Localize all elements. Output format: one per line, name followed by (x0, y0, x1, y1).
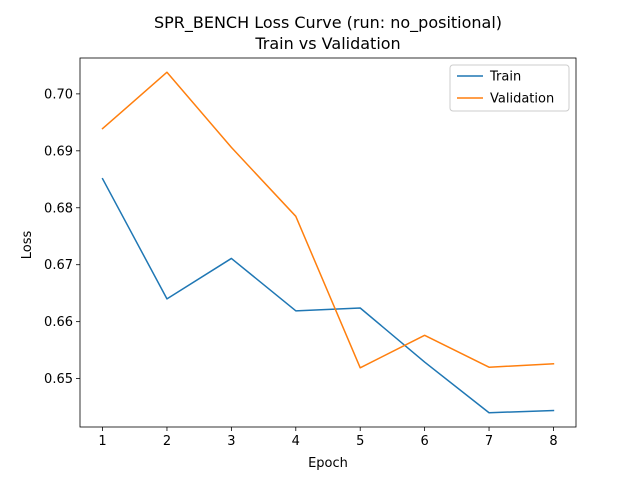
y-tick-label: 0.67 (44, 258, 73, 273)
x-tick-label: 1 (98, 434, 106, 449)
x-tick-label: 4 (292, 434, 300, 449)
x-tick-label: 8 (549, 434, 557, 449)
y-tick-label: 0.65 (44, 372, 73, 387)
axes-frame (79, 57, 577, 428)
y-axis-label: Loss (20, 231, 35, 260)
x-axis-label: Epoch (308, 456, 348, 471)
series-line-validation (101, 71, 555, 369)
y-tick-label: 0.69 (44, 144, 73, 159)
legend-label-validation: Validation (490, 92, 554, 107)
chart-title: SPR_BENCH Loss Curve (run: no_positional… (154, 13, 502, 33)
x-tick-label: 7 (485, 434, 493, 449)
y-tick-label: 0.66 (44, 315, 73, 330)
y-tick-label: 0.68 (44, 201, 73, 216)
series-line-train (101, 177, 555, 414)
x-tick-label: 3 (227, 434, 235, 449)
x-tick-label: 5 (356, 434, 364, 449)
x-tick-label: 2 (163, 434, 171, 449)
x-tick-label: 6 (420, 434, 428, 449)
chart-subtitle: Train vs Validation (254, 34, 400, 53)
legend-label-train: Train (489, 70, 521, 85)
plot-area: 1 2 3 4 5 6 7 8 0.65 0.66 0.67 0.68 0.69 0.70 Train Val… (44, 57, 577, 449)
y-tick-label: 0.70 (44, 87, 73, 102)
